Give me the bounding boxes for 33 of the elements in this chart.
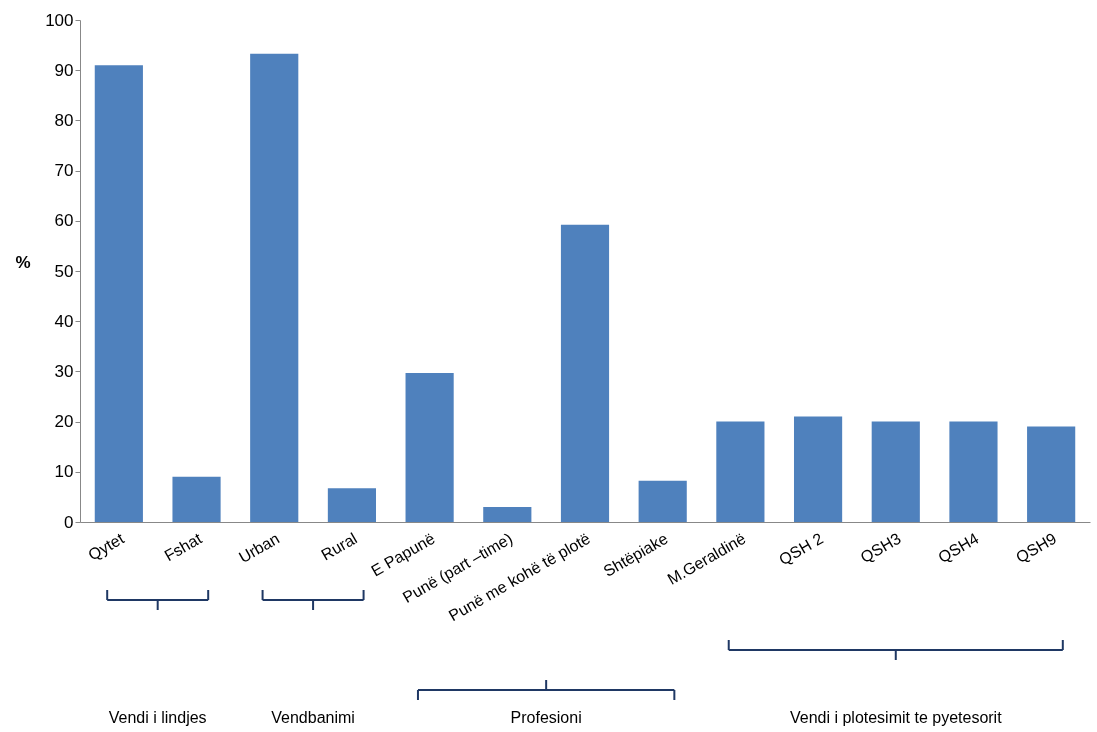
bar xyxy=(405,372,454,522)
bar xyxy=(716,421,765,522)
bar xyxy=(94,65,143,522)
x-tick-label: QSH 2 xyxy=(775,529,827,569)
y-tick-label: 60 xyxy=(54,211,74,231)
y-tick-label: 80 xyxy=(54,110,74,130)
bar xyxy=(483,506,532,522)
bar xyxy=(327,488,377,522)
text: Vendi i plotesimit te pyetesorit xyxy=(789,709,1003,726)
bar xyxy=(638,480,687,522)
bar xyxy=(1027,426,1076,522)
y-tick-label: 70 xyxy=(54,161,74,181)
text: Vendbanimi xyxy=(271,709,355,726)
y-tick-label: 30 xyxy=(54,361,74,381)
x-tick-label: Qytet xyxy=(85,529,128,564)
y-tick-label: 50 xyxy=(54,261,74,281)
y-tick-label: 100 xyxy=(45,10,74,30)
bar xyxy=(250,53,299,522)
y-tick-label: 40 xyxy=(54,311,74,331)
y-axis-title: % xyxy=(15,252,31,272)
y-tick-label: 90 xyxy=(54,60,74,80)
bar xyxy=(949,421,998,522)
text: Vendi i lindjes xyxy=(108,709,207,726)
bar xyxy=(793,416,843,522)
y-tick-label: 0 xyxy=(64,512,74,532)
x-tick-label: Urban xyxy=(235,529,283,567)
text: Profesioni xyxy=(510,709,582,726)
y-tick-label: 20 xyxy=(54,412,74,432)
bar xyxy=(871,421,920,522)
x-tick-label: Fshat xyxy=(161,529,206,565)
bar xyxy=(172,476,221,522)
y-tick-label: 10 xyxy=(54,462,74,482)
bar xyxy=(560,224,610,522)
